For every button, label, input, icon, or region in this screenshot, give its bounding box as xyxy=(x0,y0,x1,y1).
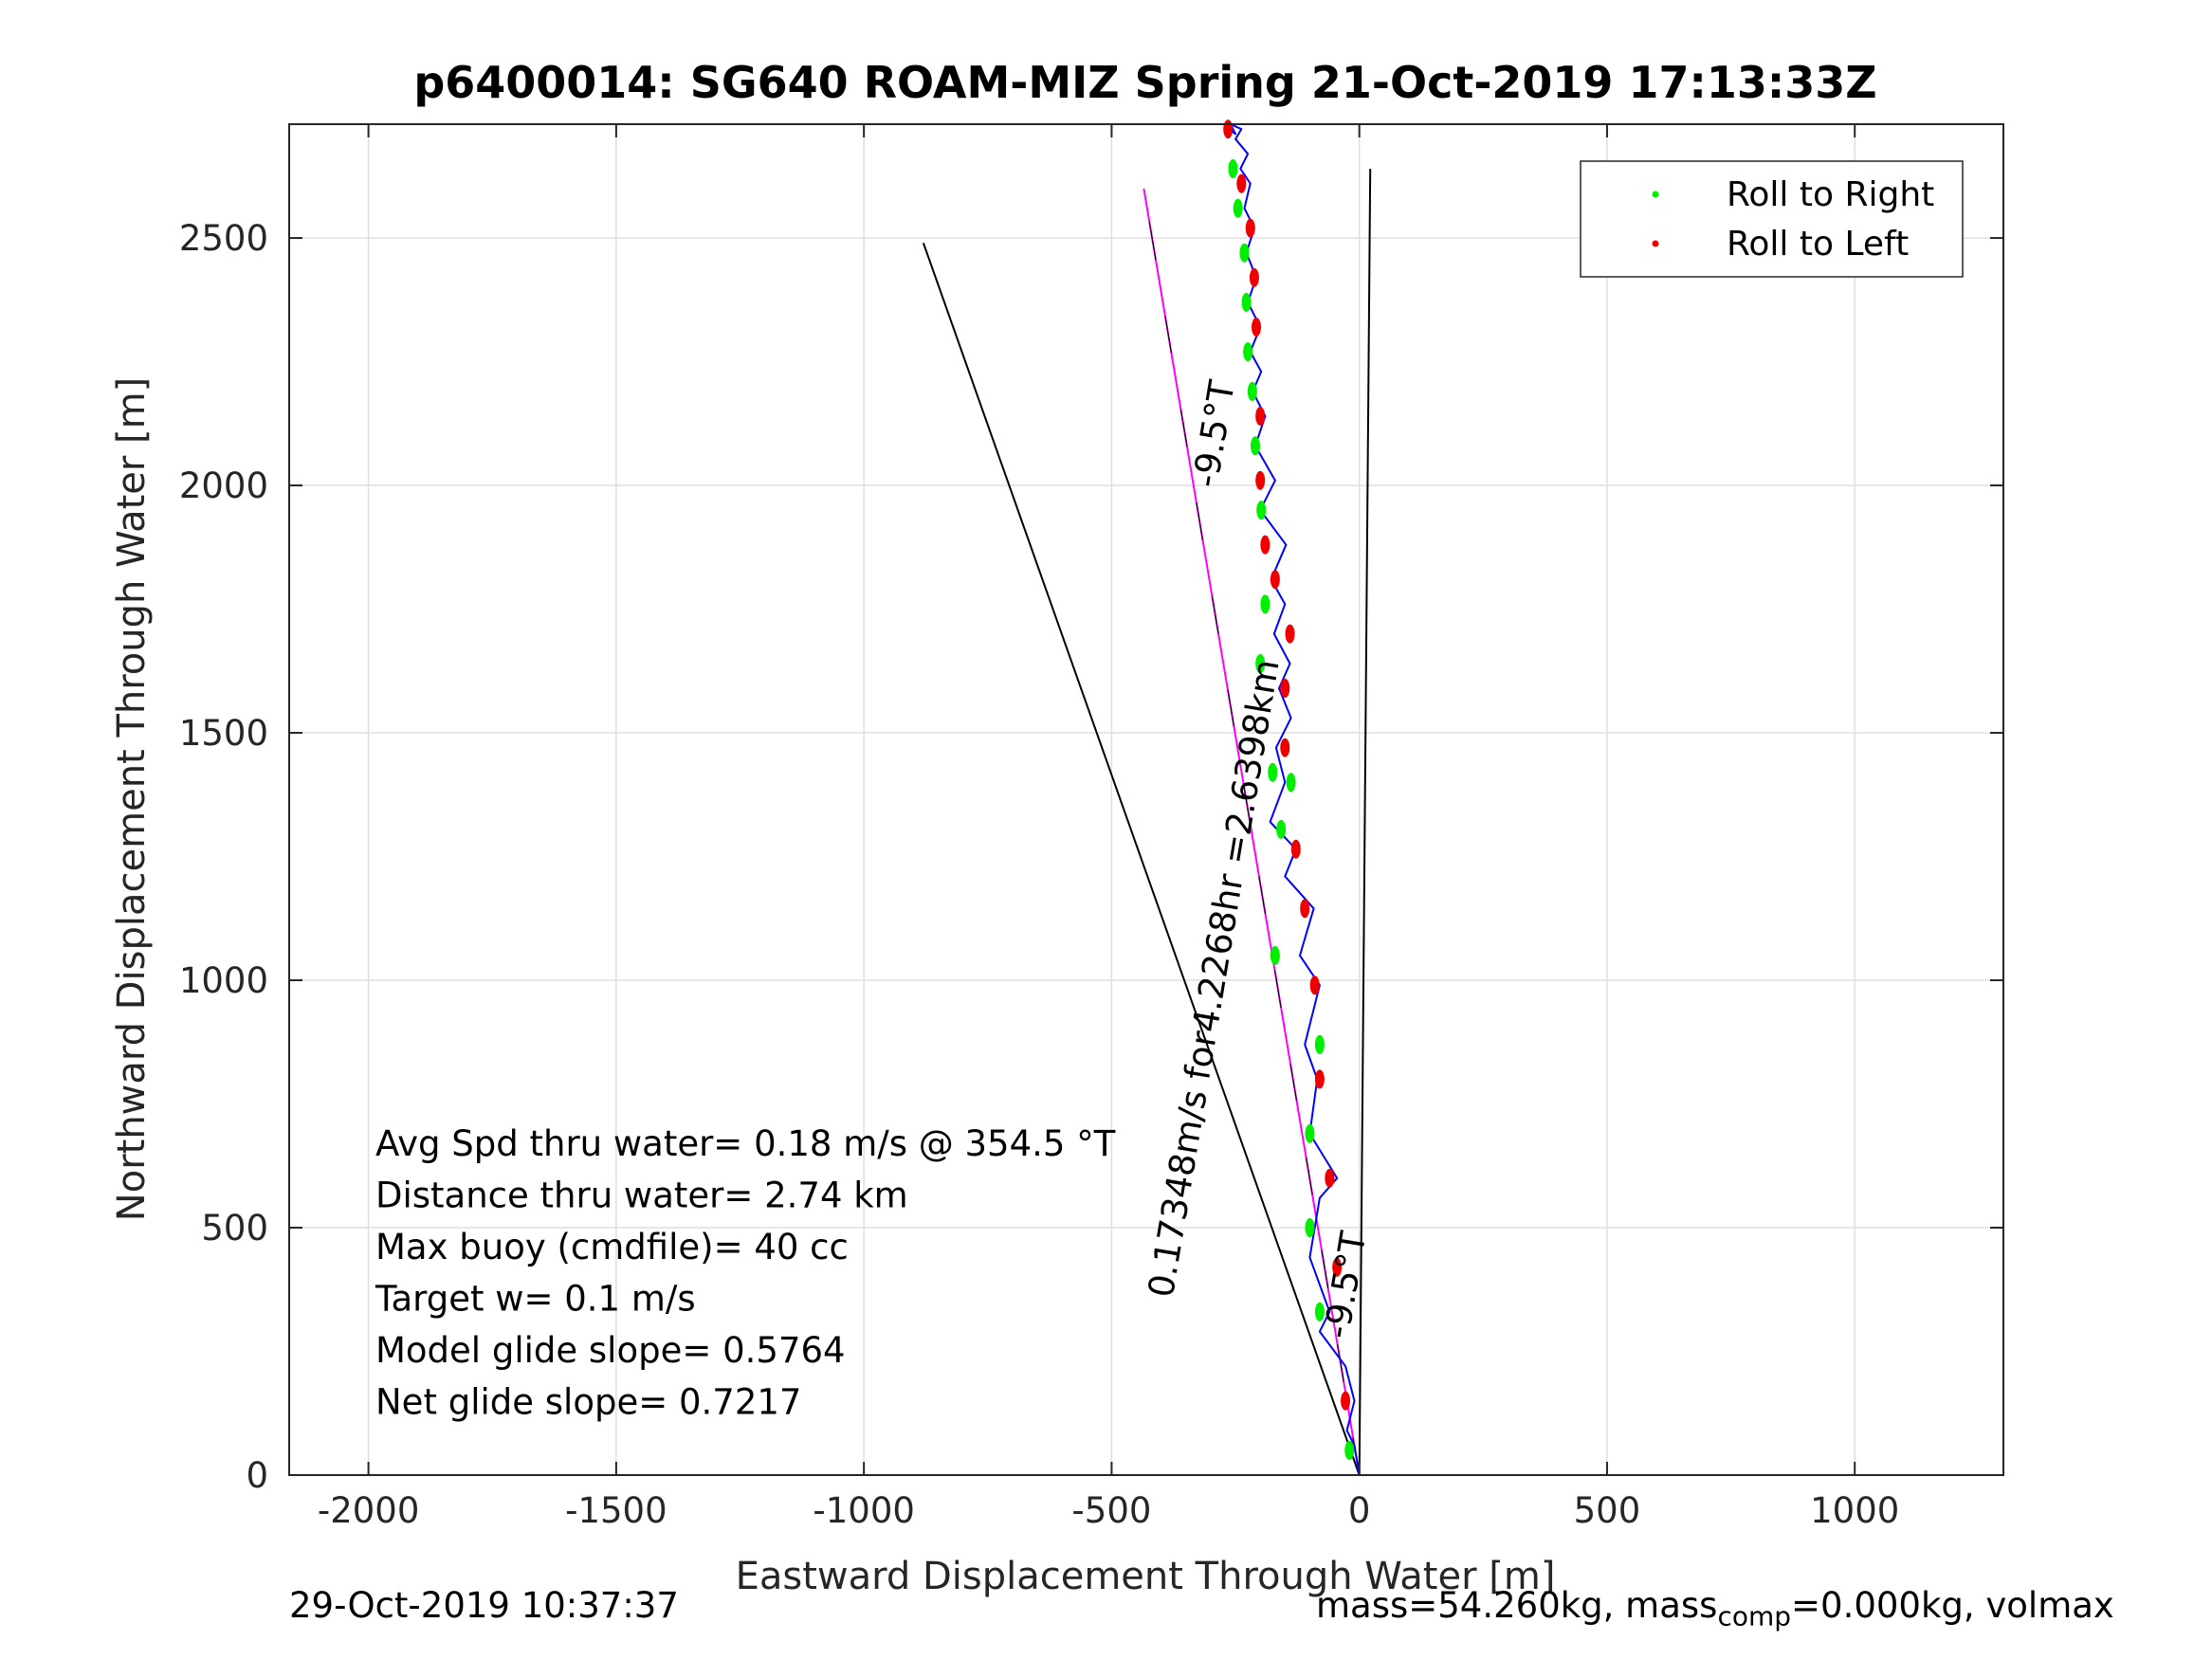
x-axis-label: Eastward Displacement Through Water [m] xyxy=(736,1555,1556,1598)
chart-title: p6400014: SG640 ROAM-MIZ Spring 21-Oct-2… xyxy=(413,57,1876,108)
roll-left-point xyxy=(1300,899,1310,919)
x-tick-label: -500 xyxy=(1071,1490,1151,1531)
roll-left-point xyxy=(1332,1257,1343,1277)
x-tick-label: 0 xyxy=(1348,1490,1371,1531)
roll-right-point xyxy=(1255,653,1266,673)
roll-right-point xyxy=(1247,381,1257,401)
roll-right-point xyxy=(1233,198,1243,218)
stats-line: Net glide slope= 0.7217 xyxy=(375,1382,801,1423)
legend-box xyxy=(1580,160,1964,278)
roll-right-point xyxy=(1314,1302,1325,1322)
roll-left-point xyxy=(1252,318,1262,337)
series-reference-right xyxy=(1358,168,1372,1476)
roll-right-point xyxy=(1260,594,1271,614)
stats-line: Distance thru water= 2.74 km xyxy=(375,1176,908,1216)
y-tick-label: 1000 xyxy=(179,960,268,1001)
roll-right-point xyxy=(1256,501,1267,520)
roll-right-point xyxy=(1314,1034,1325,1054)
roll-left-point xyxy=(1314,1069,1325,1089)
y-tick-label: 1500 xyxy=(179,713,268,754)
stats-line: Avg Spd thru water= 0.18 m/s @ 354.5 °T xyxy=(375,1123,1116,1164)
roll-left-point xyxy=(1285,624,1295,644)
footer-mass-a: mass=54.260kg, mass xyxy=(1316,1585,1718,1626)
roll-right-point xyxy=(1241,292,1252,312)
y-tick-label: 0 xyxy=(246,1455,268,1496)
stats-line: Target w= 0.1 m/s xyxy=(375,1279,696,1320)
roll-left-point xyxy=(1325,1168,1335,1188)
roll-left-point xyxy=(1260,535,1271,555)
roll-left-point xyxy=(1290,839,1301,859)
roll-right-point xyxy=(1243,342,1253,362)
legend-marker-roll-right xyxy=(1652,191,1659,198)
legend: Roll to Right Roll to Left xyxy=(1580,160,1964,278)
y-axis-label: Northward Displacement Through Water [m] xyxy=(110,377,154,1221)
series-reference-left xyxy=(922,242,1361,1476)
roll-right-point xyxy=(1305,1123,1315,1143)
roll-right-point xyxy=(1305,1218,1315,1238)
series-heading-overlay xyxy=(1143,188,1361,1476)
roll-left-point xyxy=(1236,173,1247,193)
legend-label-roll-left: Roll to Left xyxy=(1727,225,1909,264)
y-tick-label: 500 xyxy=(201,1208,268,1249)
legend-marker-roll-left xyxy=(1652,240,1659,247)
roll-right-point xyxy=(1268,762,1278,782)
roll-right-point xyxy=(1228,158,1238,178)
roll-right-point xyxy=(1286,773,1296,793)
footer-mass-text: mass=54.260kg, masscomp=0.000kg, volmax xyxy=(1316,1585,2114,1632)
roll-right-point xyxy=(1250,436,1260,456)
x-tick-label: -1500 xyxy=(565,1490,667,1531)
y-tick-label: 2000 xyxy=(179,465,268,506)
stats-line: Model glide slope= 0.5764 xyxy=(375,1330,846,1371)
x-tick-label: 1000 xyxy=(1810,1490,1899,1531)
x-axis: -2000 -1500 -1000 -500 0 500 1000 xyxy=(318,124,1899,1531)
roll-left-point xyxy=(1223,119,1234,139)
roll-left-point xyxy=(1245,218,1255,238)
roll-left-point xyxy=(1270,570,1280,590)
roll-right-point xyxy=(1270,945,1280,965)
x-tick-label: -1000 xyxy=(813,1490,915,1531)
roll-right-point xyxy=(1276,819,1287,839)
roll-right-point xyxy=(1239,243,1250,263)
roll-left-point xyxy=(1255,406,1266,426)
footer-mass-b: =0.000kg, volmax xyxy=(1791,1585,2114,1626)
stats-line: Max buoy (cmdfile)= 40 cc xyxy=(375,1227,849,1267)
x-tick-label: -2000 xyxy=(318,1490,420,1531)
plot-area xyxy=(289,124,2003,1475)
y-axis: 0 500 1000 1500 2000 2500 xyxy=(179,218,2003,1496)
stats-text: Avg Spd thru water= 0.18 m/s @ 354.5 °T D… xyxy=(375,1123,1116,1423)
roll-left-point xyxy=(1280,738,1290,757)
roll-right-point xyxy=(1344,1440,1355,1460)
roll-left-point xyxy=(1309,975,1320,995)
footer-timestamp: 29-Oct-2019 10:37:37 xyxy=(289,1585,679,1626)
roll-left-point xyxy=(1341,1391,1351,1411)
x-tick-label: 500 xyxy=(1574,1490,1641,1531)
roll-left-point xyxy=(1255,470,1266,490)
legend-label-roll-right: Roll to Right xyxy=(1727,175,1934,214)
y-tick-label: 2500 xyxy=(179,218,268,259)
roll-left-point xyxy=(1280,679,1290,699)
plot-frame xyxy=(288,123,2004,1476)
x-gridlines xyxy=(367,124,1856,1475)
footer-mass-sub: comp xyxy=(1717,1600,1792,1632)
roll-left-point xyxy=(1249,267,1259,287)
series-track xyxy=(1225,123,1361,1476)
